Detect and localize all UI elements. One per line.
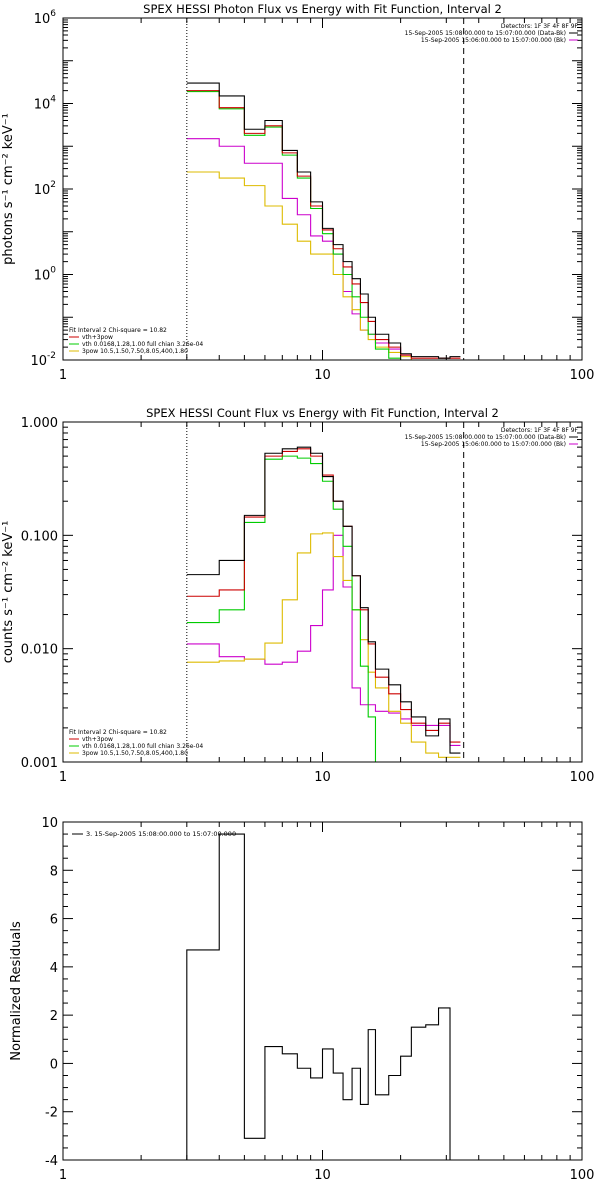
x-tick-label: 1 xyxy=(59,368,67,383)
x-tick-label: 100 xyxy=(570,368,595,383)
series-line-1 xyxy=(186,448,461,743)
legend-bottom-left-text: 3pow 10.5,1.50,7.50,8.05,400,1.80 xyxy=(82,348,188,355)
y-axis-label: Normalized Residuals xyxy=(9,921,24,1061)
y-tick-label: 6 xyxy=(50,913,58,928)
y-axis-label: counts s⁻¹ cm⁻² keV⁻¹ xyxy=(1,521,16,664)
y-tick-label-exp: 4 xyxy=(50,95,56,105)
y-tick-label: 0 xyxy=(50,1057,58,1072)
series-group xyxy=(186,446,461,762)
legend-top-right-text: Detectors: 1F 3F 4F 8F 9F xyxy=(501,427,579,434)
y-tick-label: 0.010 xyxy=(21,643,58,658)
y-tick-label-base: 10 xyxy=(34,98,51,113)
series-line-2 xyxy=(186,455,461,762)
series-line-0 xyxy=(186,833,461,1160)
legend-top-right-text: 15-Sep-2005 15:06:00.000 to 15:07:00.000… xyxy=(421,441,566,448)
y-tick-label: 8 xyxy=(50,864,58,879)
series-line-4 xyxy=(186,138,461,360)
series-line-1 xyxy=(186,90,461,359)
x-tick-label: 1 xyxy=(59,770,67,785)
x-tick-label: 100 xyxy=(570,1168,595,1183)
y-tick-label: 0.100 xyxy=(21,529,58,544)
x-tick-label: 1 xyxy=(59,1168,67,1183)
y-axis-label: photons s⁻¹ cm⁻² keV⁻¹ xyxy=(1,113,16,265)
legend-top-right-text: 15-Sep-2005 15:08:00.000 to 15:07:00.000… xyxy=(405,30,566,37)
y-tick-label-base: 10 xyxy=(30,354,47,369)
series-line-3 xyxy=(186,171,461,360)
x-tick-label: 100 xyxy=(570,770,595,785)
y-tick-label: 2 xyxy=(50,1009,58,1024)
y-tick-label: 0.001 xyxy=(21,756,58,771)
series-line-0 xyxy=(186,446,461,754)
y-tick-label-exp: -2 xyxy=(47,351,56,361)
x-tick-label: 10 xyxy=(314,1168,331,1183)
y-tick-label: -4 xyxy=(45,1154,58,1169)
y-tick-label: 106 xyxy=(34,9,57,27)
legend-bottom-left-text: vth 0.0168,1.28,1.00 full chian 3.26e-04 xyxy=(82,743,203,750)
x-tick-label: 10 xyxy=(314,368,331,383)
legend-top-right-text: 15-Sep-2005 15:08:00.000 to 15:07:00.000… xyxy=(405,434,566,441)
legend-bottom-left-text: vth 0.0168,1.28,1.00 full chian 3.26e-04 xyxy=(82,341,203,348)
legend-top-right-text: Detectors: 1F 3F 4F 8F 9F xyxy=(501,23,579,30)
chart-title: SPEX HESSI Photon Flux vs Energy with Fi… xyxy=(143,2,502,16)
legend-top-left-text: 3. 15-Sep-2005 15:08:00.000 to 15:07:00.… xyxy=(86,830,236,838)
series-group xyxy=(186,833,461,1160)
y-tick-label: 102 xyxy=(34,180,56,198)
y-tick-label: -2 xyxy=(45,1106,58,1121)
legend-top-right-text: 15-Sep-2005 15:06:00.000 to 15:07:00.000… xyxy=(421,37,566,44)
series-line-2 xyxy=(186,91,461,360)
y-tick-label-exp: 2 xyxy=(50,180,56,190)
legend-bottom-left-text: Fit Interval 2 Chi-square = 10.82 xyxy=(69,327,167,334)
x-tick-label: 10 xyxy=(314,770,331,785)
series-line-0 xyxy=(186,82,461,359)
legend-bottom-left-text: 3pow 10.5,1.50,7.50,8.05,400,1.80 xyxy=(82,750,188,757)
chart-panel-2: SPEX HESSI Count Flux vs Energy with Fit… xyxy=(1,406,594,785)
legend-bottom-left-text: vth+3pow xyxy=(82,334,113,341)
y-tick-label: 104 xyxy=(34,95,57,113)
y-tick-label-exp: 0 xyxy=(50,266,56,276)
y-tick-label: 10-2 xyxy=(30,351,56,369)
chart-title: SPEX HESSI Count Flux vs Energy with Fit… xyxy=(146,406,499,420)
y-tick-label: 10 xyxy=(41,816,58,831)
legend-bottom-left-text: vth+3pow xyxy=(82,736,113,743)
plot-frame xyxy=(62,17,583,361)
chart-panel-1: SPEX HESSI Photon Flux vs Energy with Fi… xyxy=(1,2,594,383)
y-tick-label-exp: 6 xyxy=(50,9,56,19)
series-group xyxy=(186,82,461,360)
chart-panel-3: Normalized Residuals 1 10 100 -4 -2 0 2 4 6 8 10 3. … xyxy=(9,816,594,1183)
y-tick-label-base: 10 xyxy=(34,183,51,198)
y-tick-label: 100 xyxy=(34,266,57,284)
y-tick-label-base: 10 xyxy=(34,269,51,284)
y-tick-label: 1.000 xyxy=(21,416,58,431)
y-tick-label: 4 xyxy=(50,961,58,976)
series-line-4 xyxy=(186,534,461,746)
plot-frame xyxy=(62,821,583,1161)
legend-bottom-left-text: Fit Interval 2 Chi-square = 10.82 xyxy=(69,729,167,736)
y-tick-label-base: 10 xyxy=(34,12,51,27)
